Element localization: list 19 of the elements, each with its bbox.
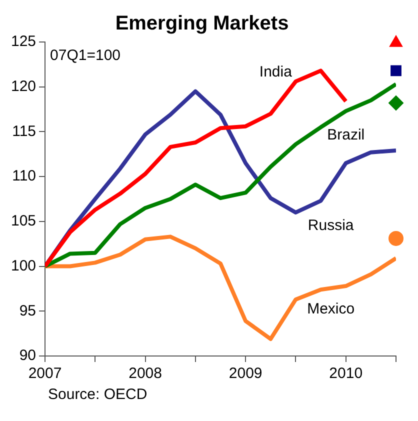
series-label: Brazil [327, 126, 365, 144]
y-tick-label: 100 [10, 257, 36, 274]
annotation: 07Q1=100 [50, 47, 121, 64]
y-tick-label: 125 [10, 33, 36, 50]
series-label: Russia [308, 217, 354, 234]
y-tick-label: 95 [19, 302, 36, 320]
x-tick-label: 2007 [28, 365, 62, 382]
chart-title: Emerging Markets [115, 12, 289, 35]
y-tick-label: 110 [12, 168, 36, 185]
x-tick-label: 2010 [329, 365, 363, 382]
series-label: India [259, 64, 293, 81]
y-tick-label: 90 [19, 347, 36, 364]
series-label: Mexico [307, 300, 355, 318]
y-tick-label: 115 [12, 122, 36, 140]
y-tick-label: 120 [10, 78, 36, 95]
x-tick-label: 2009 [228, 365, 262, 382]
y-tick-label: 105 [10, 212, 36, 230]
x-tick-label: 2008 [128, 365, 162, 382]
source-note: Source: OECD [47, 386, 148, 403]
